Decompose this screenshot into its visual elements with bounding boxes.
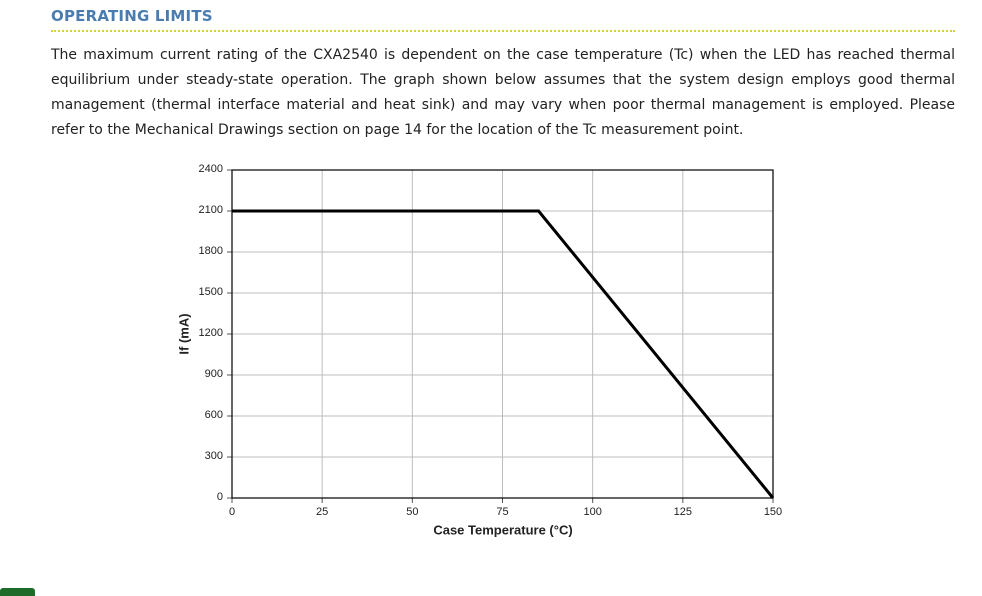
- x-tick-label: 75: [496, 506, 508, 518]
- y-tick-label: 900: [205, 368, 223, 380]
- y-tick-label: 1500: [199, 286, 223, 298]
- x-tick-label: 25: [316, 506, 328, 518]
- y-tick-label: 1200: [199, 327, 223, 339]
- section-title: OPERATING LIMITS: [51, 7, 213, 25]
- x-tick-label: 100: [583, 506, 601, 518]
- divider: [51, 30, 955, 32]
- x-tick-label: 50: [406, 506, 418, 518]
- y-tick-label: 2400: [199, 163, 223, 175]
- y-tick-label: 300: [205, 450, 223, 462]
- x-tick-label: 0: [229, 506, 235, 518]
- y-tick-label: 0: [217, 491, 223, 503]
- y-tick-label: 1800: [199, 245, 223, 257]
- y-tick-label: 2100: [199, 204, 223, 216]
- x-axis-label: Case Temperature (°C): [433, 522, 572, 537]
- paragraph: The maximum current rating of the CXA254…: [51, 47, 955, 138]
- badge: [0, 588, 35, 596]
- y-axis-label: If (mA): [176, 313, 191, 354]
- x-tick-label: 125: [674, 506, 692, 518]
- x-tick-label: 150: [764, 506, 782, 518]
- y-tick-label: 600: [205, 409, 223, 421]
- plot-frame: [231, 169, 774, 499]
- data-line: [232, 209, 775, 499]
